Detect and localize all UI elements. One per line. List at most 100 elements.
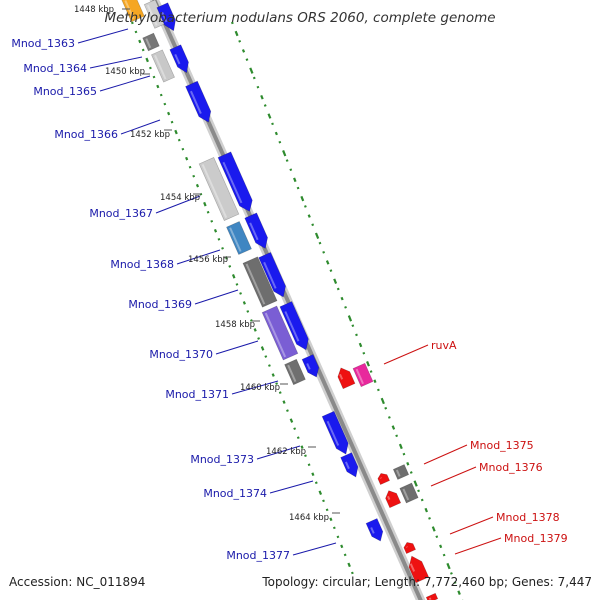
gc-tick [307,214,311,218]
feature-mnod-1371-fwd[interactable] [301,354,322,380]
gene-label-right[interactable]: Mnod_1378 [496,511,560,524]
gc-tick [228,265,232,268]
gc-tick [181,147,185,151]
feature-mnod-1368-fwd[interactable] [244,212,271,251]
gc-tick [145,57,149,63]
feature-mnod-1364[interactable] [142,32,160,52]
feature-mnod-1366[interactable] [185,80,215,125]
gc-tick [362,351,366,355]
gene-label-right[interactable]: ruvA [431,339,457,352]
gene-label-left[interactable]: Mnod_1368 [110,258,174,271]
feature-mnod-1368[interactable] [226,221,252,255]
feature-forward-top[interactable] [156,2,179,33]
leader-line [383,344,429,365]
gc-tick [395,434,399,438]
feature-mnod-1378[interactable] [402,540,416,554]
gc-tick [256,85,260,89]
gc-tick [195,183,200,188]
leader-line [454,537,502,555]
feature-ruva[interactable] [352,362,374,388]
gc-tick [282,150,287,157]
feature-mnod-1379[interactable] [405,553,430,584]
kbp-tick-label: 1462 kbp [266,447,306,457]
feature-mnod-1374[interactable] [340,452,362,480]
gc-skew-outer-track [230,21,464,600]
feature-mnod-1370[interactable] [261,305,299,361]
gene-label-left[interactable]: Mnod_1366 [54,128,118,141]
feature-mnod-1369[interactable] [242,256,278,308]
gene-label-left[interactable]: Mnod_1373 [190,453,254,466]
feature-mnod-1367[interactable] [198,157,240,221]
leader-line [176,249,221,265]
gc-tick [325,260,330,265]
feature-ruva-rev[interactable] [335,365,356,390]
feature-mnod-1377[interactable] [365,518,386,544]
gene-label-left[interactable]: Mnod_1369 [128,298,192,311]
gc-tick [260,346,265,351]
gc-tick [300,445,304,449]
gc-tick [170,120,174,124]
gene-label-left[interactable]: Mnod_1363 [11,37,75,50]
gc-tick [340,296,344,301]
feature-mnod-1375-rev[interactable] [376,471,390,485]
gc-tick [358,342,363,348]
feature-mnod-1375[interactable] [392,464,410,480]
gc-tick [322,499,325,503]
gc-tick [278,140,282,144]
feature-mnod-1376-rev[interactable] [383,488,402,509]
gc-tick [307,463,311,467]
gc-tick [249,319,253,322]
gc-tick [149,66,152,70]
leader-line [194,289,239,305]
kbp-tick-label: 1460 kbp [240,383,280,393]
feature-mnod-1373[interactable] [321,410,352,456]
gene-label-left[interactable]: Mnod_1367 [89,207,153,220]
gc-tick [380,397,385,405]
gc-tick [344,306,347,309]
map-title: Methylobacterium nodulans ORS 2060, comp… [104,10,496,26]
gc-tick [343,553,347,557]
gene-label-left[interactable]: Mnod_1371 [165,388,229,401]
gene-label-right[interactable]: Mnod_1376 [479,461,543,474]
gc-tick [156,84,160,89]
feature-mnod-1369-fwd[interactable] [258,251,290,299]
gc-tick [428,517,431,520]
gc-tick [163,102,167,106]
feature-mnod-1371[interactable] [284,358,306,386]
genome-summary: Topology: circular; Length: 7,772,460 bp… [262,575,592,589]
gc-tick [387,416,391,419]
gc-tick [130,21,134,25]
gc-tick [347,562,351,568]
gc-tick [446,562,451,570]
gc-tick [271,373,275,377]
leader-line [430,466,477,487]
gc-tick [300,195,305,202]
feature-bottom-partial[interactable] [425,592,439,600]
gc-tick [238,39,242,43]
feature-mnod-1365[interactable] [151,49,175,83]
gene-label-left[interactable]: Mnod_1365 [33,85,97,98]
gene-label-right[interactable]: Mnod_1379 [504,532,568,545]
gc-tick [413,480,418,487]
gc-tick [138,39,142,44]
feature-orange-top[interactable] [121,0,145,23]
gene-label-left[interactable]: Mnod_1364 [23,62,87,75]
gc-tick [336,287,340,291]
gene-label-left[interactable]: Mnod_1377 [226,549,290,562]
gc-tick [241,49,246,53]
gc-tick [246,310,250,313]
gc-tick [340,544,344,549]
gene-label-left[interactable]: Mnod_1374 [203,487,267,500]
gc-tick [245,58,249,61]
feature-mnod-1376[interactable] [399,482,419,504]
feature-mnod-1370-fwd[interactable] [279,301,312,353]
feature-mnod-1367-fwd[interactable] [217,151,256,214]
gene-label-right[interactable]: Mnod_1375 [470,439,534,452]
gene-label-left[interactable]: Mnod_1370 [149,348,213,361]
gc-tick [289,168,293,172]
gc-tick [185,156,189,161]
leader-line [120,119,161,135]
kbp-tick-label: 1448 kbp [74,5,114,15]
feature-mnod-1366-a[interactable] [169,44,192,75]
gc-tick [333,278,338,284]
